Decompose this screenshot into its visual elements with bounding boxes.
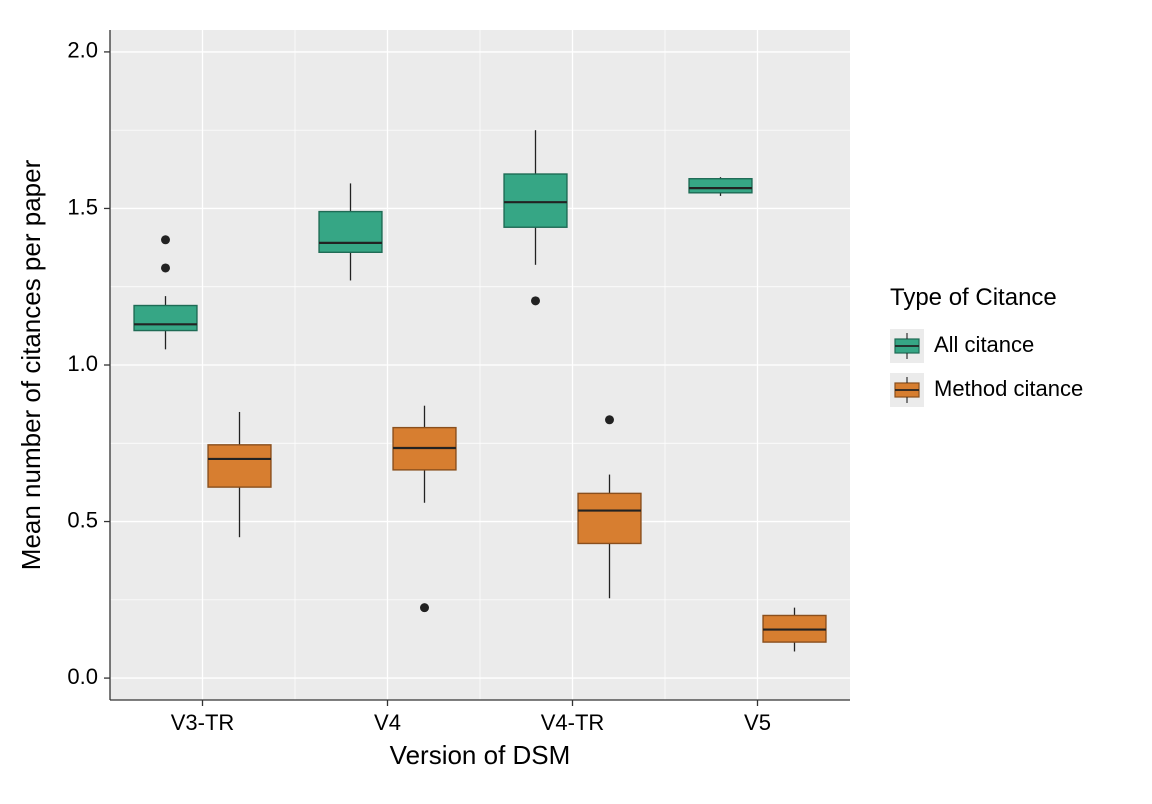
legend-item-label: All citance xyxy=(934,332,1034,357)
y-tick-label: 0.5 xyxy=(67,507,98,532)
y-tick-label: 1.5 xyxy=(67,194,98,219)
y-tick-label: 2.0 xyxy=(67,38,98,63)
legend-title: Type of Citance xyxy=(890,284,1057,311)
boxplot-chart: 0.0 0.5 1.0 1.5 2.0 V3-TR V4 V4-TR V5 Version of … xyxy=(0,0,1152,804)
outlier-point xyxy=(531,296,540,305)
box xyxy=(689,179,752,193)
x-tick-label: V3-TR xyxy=(171,710,235,735)
box xyxy=(208,445,271,487)
outlier-point xyxy=(420,603,429,612)
x-tick-label: V4-TR xyxy=(541,710,605,735)
x-tick-label: V4 xyxy=(374,710,401,735)
outlier-point xyxy=(605,415,614,424)
legend-item-label: Method citance xyxy=(934,376,1083,401)
x-tick-label: V5 xyxy=(744,710,771,735)
box xyxy=(504,174,567,227)
chart-svg: 0.0 0.5 1.0 1.5 2.0 V3-TR V4 V4-TR V5 Version of … xyxy=(0,0,1152,804)
outlier-point xyxy=(161,235,170,244)
outlier-point xyxy=(161,263,170,272)
x-axis-title: Version of DSM xyxy=(390,740,571,770)
legend: Type of Citance All citance Method citance xyxy=(890,284,1083,407)
y-axis-title: Mean number of citances per paper xyxy=(16,159,46,570)
box xyxy=(578,493,641,543)
y-tick-label: 0.0 xyxy=(67,664,98,689)
box xyxy=(319,212,382,253)
y-tick-label: 1.0 xyxy=(67,351,98,376)
box xyxy=(134,306,197,331)
